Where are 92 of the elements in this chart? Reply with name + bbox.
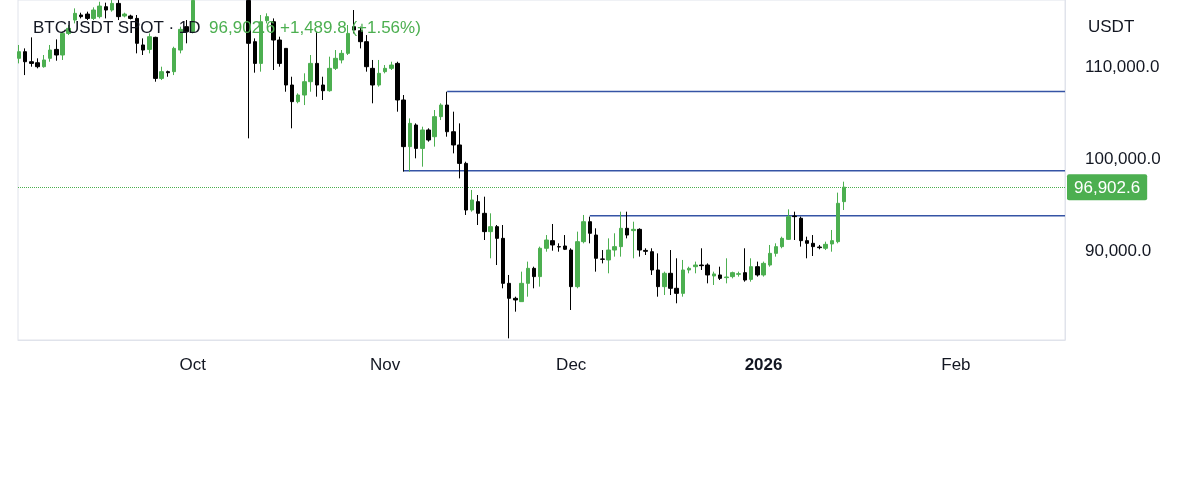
candlestick [321, 76, 325, 101]
candlestick [445, 91, 449, 138]
candlestick [420, 126, 425, 168]
candlestick [159, 66, 164, 81]
candlestick [501, 224, 505, 289]
candlestick [383, 64, 387, 74]
candlestick [432, 109, 437, 148]
candlestick [712, 271, 716, 286]
candlestick [625, 211, 629, 239]
candlestick [563, 234, 567, 251]
candlestick [85, 11, 90, 21]
candlestick [290, 76, 294, 129]
candlestick [513, 296, 518, 313]
candlestick [153, 36, 158, 83]
candlestick [650, 247, 654, 276]
candlestick [619, 211, 623, 258]
candlestick [414, 122, 418, 159]
ref-line-label: 96,902.6 [1074, 177, 1141, 197]
candlestick [600, 249, 605, 264]
x-tick-label: Feb [941, 355, 971, 374]
candlestick [656, 252, 660, 298]
candlestick [147, 32, 152, 54]
candlestick [470, 189, 474, 213]
candlestick [594, 227, 598, 273]
candlestick [42, 54, 46, 69]
candlestick [519, 271, 524, 303]
y-tick-label: 110,000.0 [1085, 57, 1160, 77]
candlestick [786, 208, 791, 241]
candlestick [761, 261, 766, 278]
candlestick [569, 247, 573, 311]
x-tick-label: 2026 [744, 355, 783, 374]
candlestick [439, 102, 443, 121]
candlestick [476, 194, 480, 226]
candlestick [718, 266, 722, 281]
candlestick [836, 192, 840, 244]
candlestick [54, 38, 59, 62]
candlestick [23, 47, 27, 76]
candlestick [811, 234, 815, 257]
candlestick [557, 242, 561, 253]
candlestick [141, 37, 145, 56]
y-tick-label: 90,000.0 [1085, 241, 1152, 261]
candlestick [482, 196, 487, 241]
candlestick [464, 161, 468, 216]
candlestick [166, 70, 170, 78]
candlestick [122, 12, 127, 18]
candlestick [823, 241, 828, 251]
candlestick [693, 261, 698, 274]
y-tick-label: 100,000.0 [1085, 149, 1161, 169]
candlestick [830, 229, 834, 253]
candlestick [681, 259, 685, 298]
candlestick [544, 234, 549, 253]
candlestick [426, 127, 431, 143]
candlestick [116, 0, 121, 21]
candlestick [495, 224, 499, 266]
candlestick [532, 266, 536, 289]
x-tick-label: Dec [556, 355, 587, 374]
candlestick [408, 117, 412, 173]
candlestick [296, 92, 300, 104]
candlestick [550, 223, 555, 252]
candlestick [172, 46, 176, 76]
candlestick [104, 2, 108, 19]
candlestick [687, 266, 691, 274]
candlestick [588, 216, 592, 244]
x-tick-label: Oct [179, 355, 207, 374]
candlestick [662, 271, 667, 296]
candlestick [128, 14, 133, 20]
candlestick [755, 261, 760, 278]
candlestick [538, 246, 542, 288]
candlestick [631, 221, 636, 259]
candlestick [370, 59, 375, 104]
candlestick [805, 236, 809, 259]
candlestick [792, 211, 797, 241]
candlestick [79, 12, 83, 19]
candlestick [253, 37, 257, 74]
candlestick [526, 261, 530, 298]
candlestick [774, 242, 778, 258]
candlestick [17, 44, 21, 64]
candlestick [377, 59, 381, 88]
candlestick [507, 274, 511, 339]
y-axis-title: USDT [1088, 17, 1135, 36]
candlestick [768, 244, 772, 268]
candlestick [817, 244, 822, 250]
candlestick [284, 47, 288, 93]
candlestick [743, 247, 747, 283]
candlestick [749, 257, 753, 283]
candlestick [48, 44, 52, 63]
candlestick [780, 236, 784, 249]
candlestick [389, 61, 394, 71]
candlestick [488, 212, 493, 259]
candlestick [799, 216, 803, 248]
candlestick [110, 0, 114, 13]
x-tick-label: Nov [369, 355, 401, 374]
